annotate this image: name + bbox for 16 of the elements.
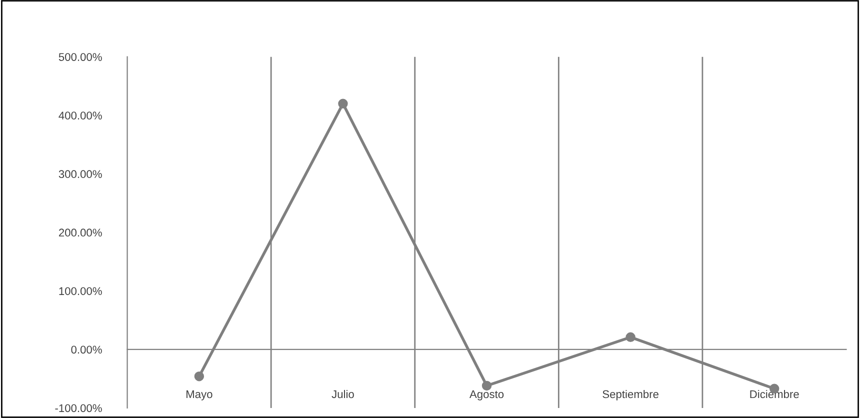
x-tick-label: Mayo [186,390,212,400]
x-tick-label: Diciembre [750,390,799,398]
x-tick-label: Septiembre [602,390,658,400]
y-tick-label: 400.00% [58,112,102,120]
point [626,332,636,342]
y-tick-label: 100.00% [59,287,102,296]
y-tick-label: 500.00% [58,53,102,61]
y-tick-label: 200.00% [58,228,102,237]
x-tick-label: Julio [332,390,354,398]
point [482,380,492,391]
y-tick-label: -100.00% [55,404,102,412]
y-tick-label: 0.00% [71,346,102,354]
point [194,372,204,382]
x-tick-label: Agosto [469,390,504,400]
y-tick-label: 300.00% [58,170,102,178]
point [338,98,348,109]
